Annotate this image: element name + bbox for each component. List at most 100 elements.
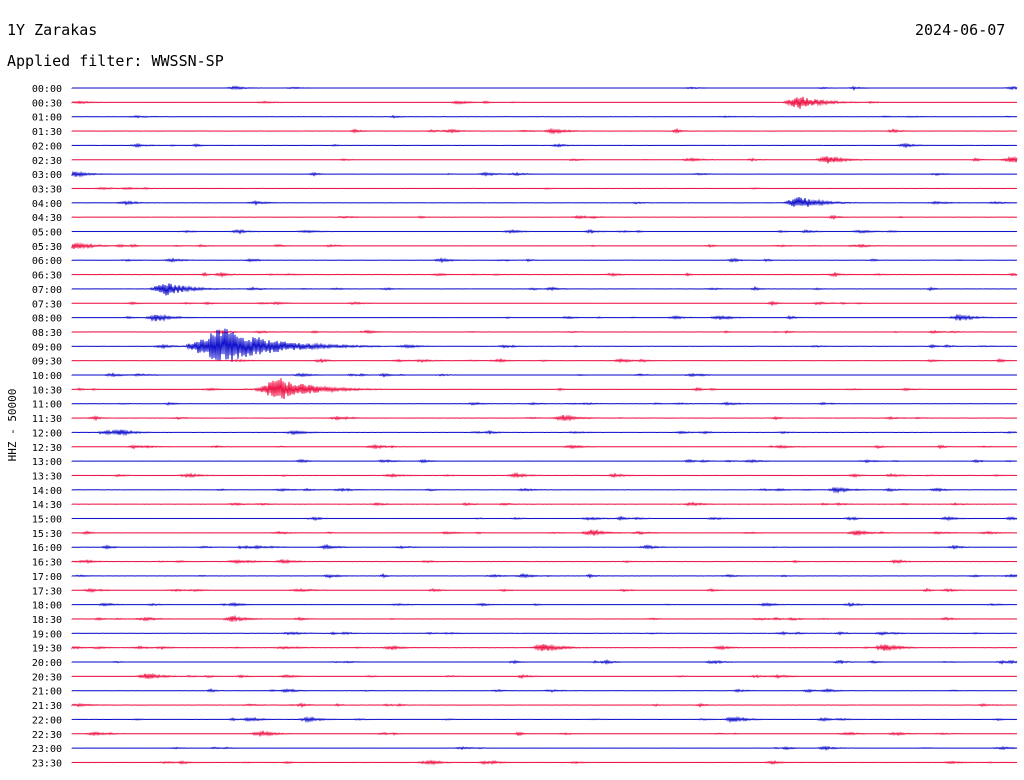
- trace-row: [71, 759, 1018, 766]
- trace-row: [71, 96, 1018, 109]
- trace-row: [71, 228, 1018, 235]
- row-label: 13:00: [32, 457, 62, 468]
- trace-row: [71, 715, 1018, 724]
- trace-row: [71, 283, 1018, 296]
- station-title: 1Y Zarakas: [7, 21, 98, 39]
- filter-label: Applied filter: WWSSN-SP: [7, 52, 224, 70]
- row-labels: 00:00 00:30 01:00 01:30 02:00 02:30 03:00 03:30…: [32, 84, 62, 769]
- trace-row: [71, 528, 1018, 537]
- trace-row: [71, 328, 1018, 363]
- row-label: 12:00: [32, 428, 62, 439]
- trace-row: [71, 501, 1018, 507]
- trace-row: [71, 378, 1018, 400]
- trace-row: [71, 729, 1018, 738]
- trace-row: [71, 357, 1018, 364]
- row-label: 17:00: [32, 572, 62, 583]
- row-label: 13:30: [32, 471, 62, 482]
- trace-row: [71, 429, 1018, 437]
- row-label: 20:30: [32, 672, 62, 683]
- trace-row: [71, 543, 1018, 550]
- trace-row: [71, 142, 1018, 149]
- row-label: 09:00: [32, 342, 62, 353]
- trace-row: [71, 186, 1018, 191]
- trace-row: [71, 515, 1018, 522]
- row-label: 18:30: [32, 615, 62, 626]
- row-label: 06:30: [32, 271, 62, 282]
- trace-row: [71, 127, 1018, 135]
- row-label: 03:00: [32, 170, 62, 181]
- row-label: 00:30: [32, 98, 62, 109]
- row-label: 19:00: [32, 629, 62, 640]
- trace-row: [71, 85, 1018, 91]
- trace-row: [71, 414, 1018, 422]
- y-axis-label: HHZ - 50000: [6, 389, 19, 462]
- row-label: 15:30: [32, 529, 62, 540]
- trace-row: [71, 329, 1018, 335]
- row-label: 01:30: [32, 127, 62, 138]
- row-label: 21:00: [32, 687, 62, 698]
- trace-row: [71, 643, 1018, 652]
- row-label: 17:30: [32, 586, 62, 597]
- trace-row: [71, 486, 1018, 494]
- traces: [71, 85, 1018, 766]
- trace-row: [71, 471, 1018, 479]
- row-label: 06:00: [32, 256, 62, 267]
- trace-row: [71, 241, 1018, 250]
- row-label: 04:00: [32, 199, 62, 210]
- trace-row: [71, 300, 1018, 307]
- row-label: 22:30: [32, 730, 62, 741]
- row-label: 08:00: [32, 314, 62, 325]
- row-label: 12:30: [32, 443, 62, 454]
- trace-row: [71, 170, 1018, 178]
- row-label: 14:30: [32, 500, 62, 511]
- trace-row: [71, 659, 1018, 665]
- row-label: 07:30: [32, 299, 62, 310]
- row-label: 21:30: [32, 701, 62, 712]
- row-label: 05:00: [32, 228, 62, 239]
- trace-row: [71, 745, 1018, 751]
- row-label: 11:30: [32, 414, 62, 425]
- trace-row: [71, 614, 1018, 623]
- trace-row: [71, 702, 1018, 709]
- trace-row: [71, 458, 1018, 464]
- trace-row: [71, 214, 1018, 221]
- trace-row: [71, 313, 1018, 322]
- row-label: 20:00: [32, 658, 62, 669]
- row-label: 03:30: [32, 184, 62, 195]
- row-label: 00:00: [32, 84, 62, 95]
- trace-row: [71, 401, 1018, 406]
- trace-row: [71, 372, 1018, 378]
- trace-row: [71, 587, 1018, 594]
- date-label: 2024-06-07: [915, 21, 1006, 39]
- trace-row: [71, 630, 1018, 636]
- row-label: 07:00: [32, 285, 62, 296]
- trace-row: [71, 601, 1018, 608]
- row-label: 22:00: [32, 715, 62, 726]
- row-label: 16:00: [32, 543, 62, 554]
- row-label: 04:30: [32, 213, 62, 224]
- row-label: 10:30: [32, 385, 62, 396]
- row-label: 14:00: [32, 486, 62, 497]
- row-label: 19:30: [32, 644, 62, 655]
- row-label: 11:00: [32, 400, 62, 411]
- row-label: 23:30: [32, 758, 62, 769]
- trace-row: [71, 155, 1018, 164]
- row-label: 08:30: [32, 328, 62, 339]
- row-label: 09:30: [32, 357, 62, 368]
- trace-row: [71, 257, 1018, 264]
- row-label: 23:00: [32, 744, 62, 755]
- row-label: 05:30: [32, 242, 62, 253]
- trace-row: [71, 443, 1018, 450]
- row-label: 16:30: [32, 558, 62, 569]
- trace-row: [71, 114, 1018, 119]
- trace-row: [71, 687, 1018, 694]
- trace-row: [71, 196, 1018, 207]
- row-label: 10:00: [32, 371, 62, 382]
- row-label: 01:00: [32, 113, 62, 124]
- trace-row: [71, 558, 1018, 565]
- row-label: 15:00: [32, 515, 62, 526]
- trace-row: [71, 271, 1018, 278]
- trace-row: [71, 572, 1018, 579]
- trace-row: [71, 672, 1018, 680]
